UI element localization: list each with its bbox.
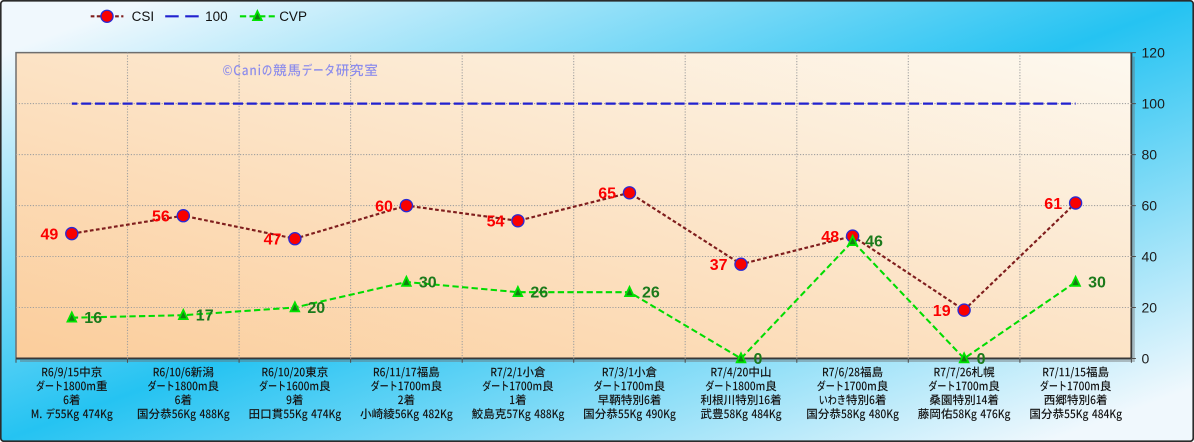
svg-text:CVP: CVP: [279, 9, 307, 24]
svg-text:CSI: CSI: [132, 9, 155, 24]
svg-text:40: 40: [1142, 249, 1158, 265]
svg-text:20: 20: [1142, 300, 1158, 316]
svg-text:100: 100: [1142, 96, 1166, 112]
svg-text:30: 30: [419, 274, 437, 291]
svg-text:49: 49: [41, 226, 59, 243]
svg-text:37: 37: [710, 257, 728, 274]
svg-text:60: 60: [375, 198, 393, 215]
svg-text:20: 20: [307, 300, 325, 317]
svg-text:26: 26: [642, 285, 660, 302]
svg-text:0: 0: [754, 351, 763, 368]
svg-text:0: 0: [1142, 351, 1150, 367]
svg-text:60: 60: [1142, 198, 1158, 214]
svg-text:61: 61: [1044, 196, 1062, 213]
svg-text:17: 17: [196, 308, 214, 325]
svg-text:120: 120: [1142, 45, 1166, 61]
svg-text:19: 19: [933, 303, 951, 320]
svg-text:46: 46: [865, 234, 883, 251]
svg-text:47: 47: [264, 232, 282, 249]
svg-text:56: 56: [152, 209, 170, 226]
svg-text:26: 26: [530, 285, 548, 302]
svg-text:48: 48: [821, 229, 839, 246]
svg-text:30: 30: [1088, 274, 1106, 291]
svg-text:80: 80: [1142, 147, 1158, 163]
svg-text:16: 16: [84, 310, 102, 327]
svg-text:65: 65: [598, 186, 616, 203]
svg-text:100: 100: [205, 9, 228, 24]
svg-text:0: 0: [977, 351, 986, 368]
svg-text:54: 54: [487, 214, 505, 231]
